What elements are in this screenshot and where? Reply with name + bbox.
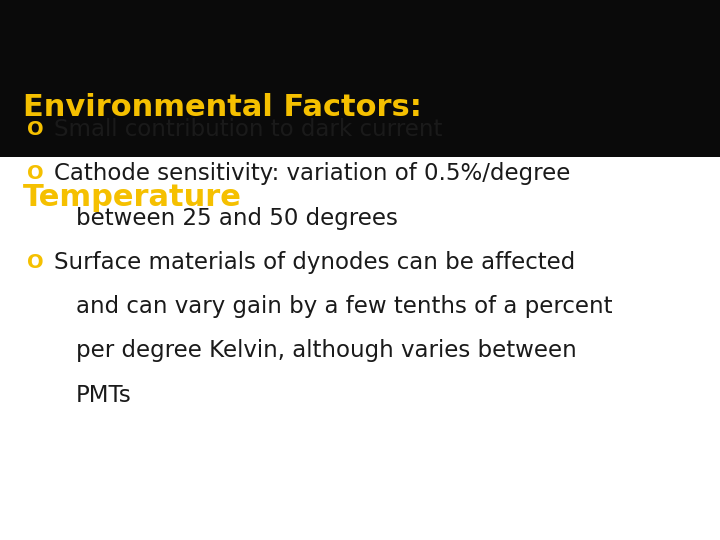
Text: Small contribution to dark current: Small contribution to dark current (54, 118, 442, 141)
Text: between 25 and 50 degrees: between 25 and 50 degrees (76, 207, 397, 229)
Text: Environmental Factors:: Environmental Factors: (23, 93, 422, 123)
Text: Temperature: Temperature (23, 183, 242, 212)
Text: O: O (27, 164, 44, 184)
Text: and can vary gain by a few tenths of a percent: and can vary gain by a few tenths of a p… (76, 295, 612, 318)
Text: Cathode sensitivity: variation of 0.5%/degree: Cathode sensitivity: variation of 0.5%/d… (54, 163, 570, 185)
Bar (0, 0, 720, 157)
Text: Surface materials of dynodes can be affected: Surface materials of dynodes can be affe… (54, 251, 575, 274)
Text: PMTs: PMTs (76, 384, 131, 407)
Text: O: O (27, 253, 44, 272)
Text: O: O (27, 120, 44, 139)
Text: per degree Kelvin, although varies between: per degree Kelvin, although varies betwe… (76, 340, 576, 362)
